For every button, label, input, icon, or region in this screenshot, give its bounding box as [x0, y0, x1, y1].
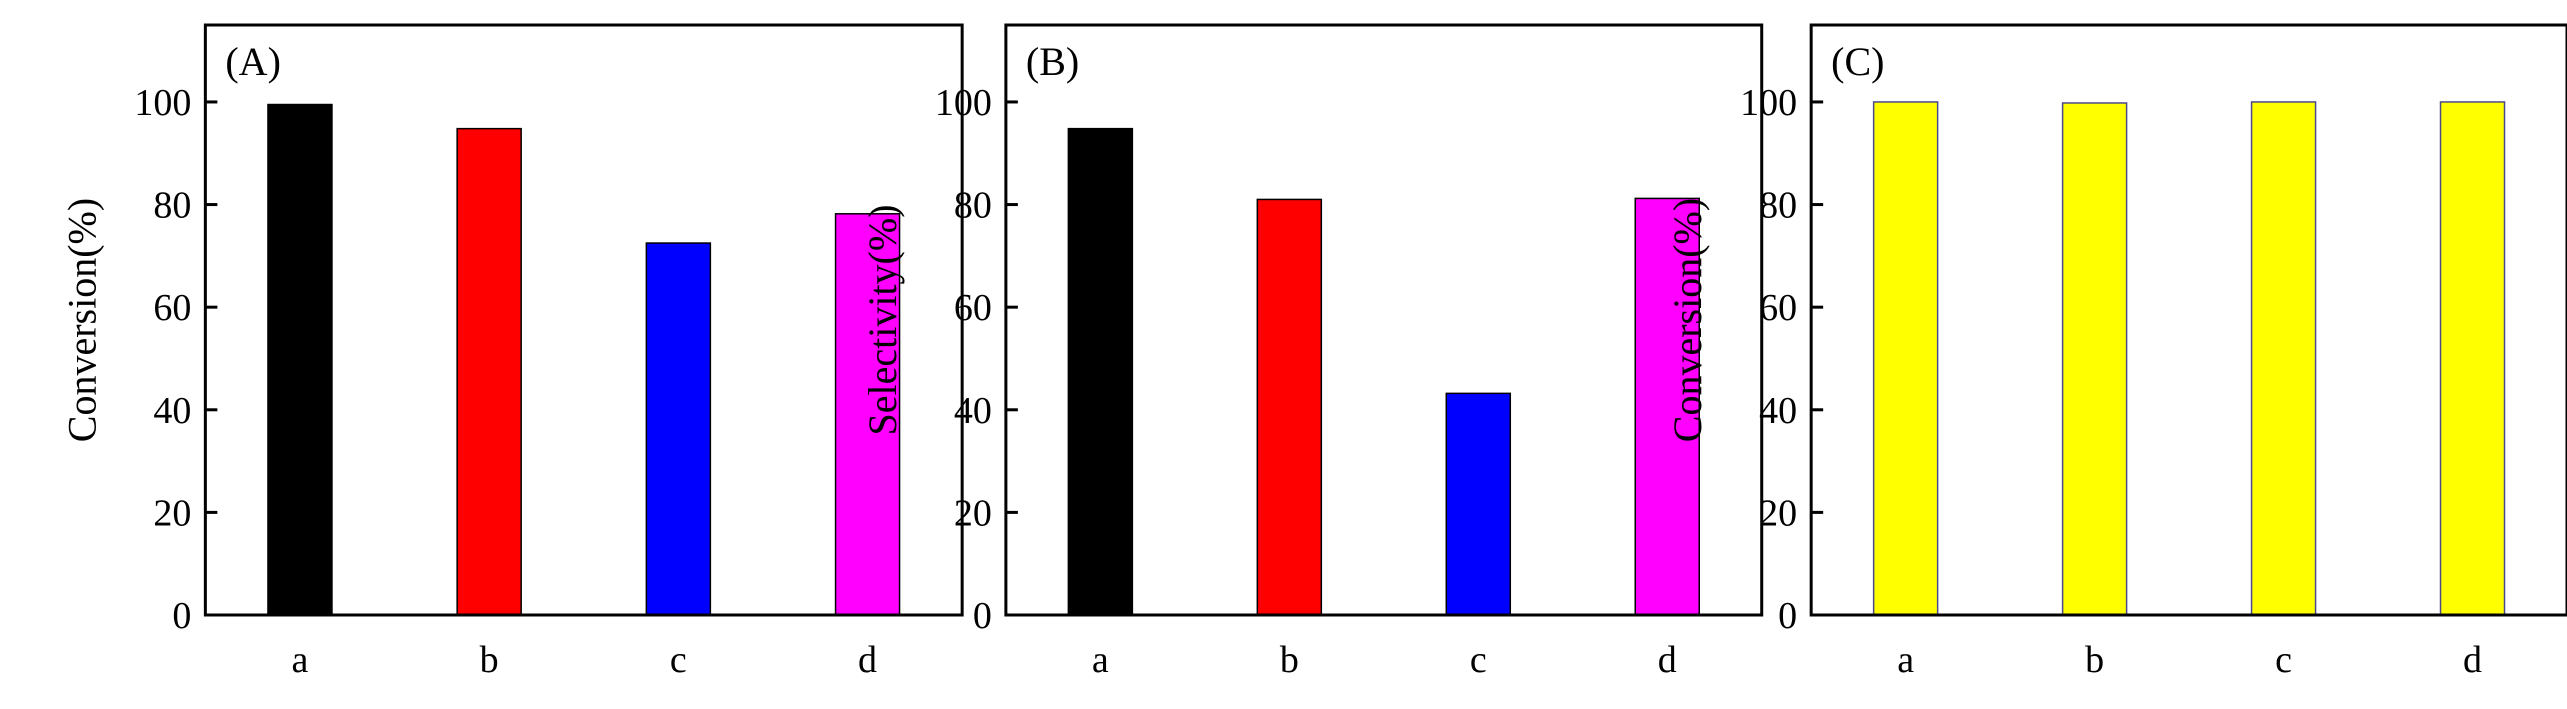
panel-c-xtick-label-c: c: [2275, 639, 2292, 681]
panel-c-bar-c: [2250, 101, 2317, 616]
panel-b-ytick-label-60: 60: [954, 287, 992, 329]
panel-b-bar-b: [1256, 198, 1323, 616]
panel-b-xtick-label-b: b: [1280, 639, 1299, 681]
panel-c-ytick-label-60: 60: [1759, 287, 1797, 329]
panel-a-xtick-label-c: c: [670, 639, 687, 681]
panel-a-frame: [203, 23, 964, 617]
panel-b-xtick-label-d: d: [1658, 639, 1677, 681]
panel-a-ylabel: Conversion(%): [59, 198, 104, 442]
panel-c: 0 20 40 60 80 100 a b c d (C) Conversion(%): [1665, 23, 2567, 681]
panel-a-ytick-label-100: 100: [134, 82, 191, 124]
panel-a-xtick-label-b: b: [480, 639, 499, 681]
panel-a: 0 20 40 60 80 100 a b c d (A) Conversion(%): [59, 23, 964, 681]
panel-c-ytick-label-0: 0: [1778, 595, 1797, 637]
panel-b-frame: [1004, 23, 1764, 617]
panel-c-label: (C): [1831, 39, 1884, 84]
panel-c-bar-a: [1872, 101, 1939, 616]
panel-c-ylabel: Conversion(%): [1665, 198, 1710, 442]
panel-b-bar-c: [1445, 392, 1512, 616]
panel-c-xtick-label-b: b: [2085, 639, 2104, 681]
panel-a-ytick-label-80: 80: [153, 185, 191, 227]
panel-a-ytick-label-0: 0: [172, 595, 191, 637]
panel-a-ytick-label-40: 40: [153, 390, 191, 432]
panel-c-ytick-label-100: 100: [1740, 82, 1797, 124]
panel-b-bar-d: [1634, 197, 1700, 616]
panel-a-ytick-label-20: 20: [153, 492, 191, 534]
panel-c-frame: [1809, 23, 2567, 617]
panel-a-label: (A): [225, 39, 281, 84]
panel-b: 0 20 40 60 80 100 a b c d (B) Selectivity(%): [860, 23, 1764, 681]
panel-a-bar-a: [267, 103, 333, 616]
panel-b-xtick-label-c: c: [1470, 639, 1487, 681]
panel-c-ytick-label-40: 40: [1759, 390, 1797, 432]
panel-a-xtick-label-d: d: [858, 639, 877, 681]
panel-b-ytick-label-80: 80: [954, 185, 992, 227]
panel-b-bar-a: [1067, 127, 1134, 616]
panel-c-ytick-label-20: 20: [1759, 492, 1797, 534]
panel-a-bar-c: [645, 242, 712, 616]
panel-a-xtick-label-a: a: [292, 639, 309, 681]
panel-a-bar-b: [456, 127, 522, 616]
panel-b-ytick-label-40: 40: [954, 390, 992, 432]
panel-b-ytick-label-20: 20: [954, 492, 992, 534]
panel-b-ytick-label-0: 0: [973, 595, 992, 637]
panel-b-xtick-label-a: a: [1092, 639, 1109, 681]
panel-c-bar-b: [2061, 102, 2128, 616]
panel-c-ytick-label-80: 80: [1759, 185, 1797, 227]
panel-b-ytick-label-100: 100: [935, 82, 992, 124]
panel-b-ylabel: Selectivity(%): [860, 204, 905, 435]
panel-c-xtick-label-d: d: [2463, 639, 2482, 681]
panel-a-ytick-label-60: 60: [153, 287, 191, 329]
panel-c-xtick-label-a: a: [1897, 639, 1914, 681]
panel-c-bar-d: [2439, 101, 2506, 616]
panel-a-bar-d: [834, 213, 901, 616]
panel-b-label: (B): [1026, 39, 1079, 84]
